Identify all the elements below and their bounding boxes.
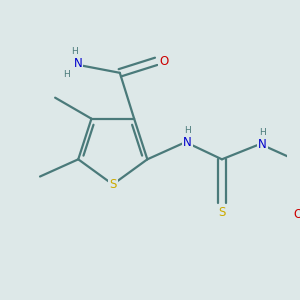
Text: H: H [259,128,266,137]
Text: N: N [74,57,82,70]
Text: S: S [109,178,116,191]
Text: H: H [71,47,78,56]
Text: N: N [258,137,266,151]
Text: O: O [159,55,168,68]
Text: S: S [218,206,226,219]
Text: H: H [184,126,191,135]
Text: H: H [63,70,70,79]
Text: N: N [183,136,192,148]
Text: O: O [294,208,300,221]
